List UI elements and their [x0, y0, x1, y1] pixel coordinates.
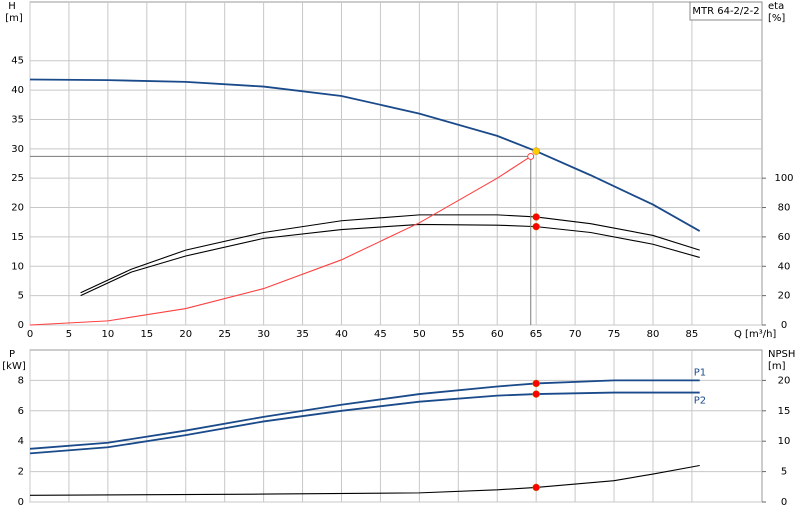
x-tick-label: 35: [296, 329, 309, 340]
y2-tick-label: 5: [781, 467, 787, 478]
x-tick-label: 0: [27, 329, 33, 340]
y-tick-label: 20: [11, 203, 24, 214]
y-axis-label: P: [9, 349, 15, 360]
operating-point: [532, 213, 540, 221]
x-tick-label: 5: [66, 329, 72, 340]
series-label: P1: [694, 367, 706, 378]
y2-tick-label: 20: [778, 291, 791, 302]
y-tick-label: 10: [11, 261, 24, 272]
y-axis-unit: [m]: [5, 13, 23, 24]
y2-tick-label: 15: [778, 406, 791, 417]
x-axis-label: Q [m³/h]: [734, 329, 776, 340]
x-tick-label: 25: [218, 329, 231, 340]
y-tick-label: 40: [11, 85, 24, 96]
series-line: [29, 78, 701, 232]
y-tick-label: 2: [18, 467, 24, 478]
y-tick-label: 6: [18, 406, 24, 417]
y-tick-label: 30: [11, 144, 24, 155]
operating-point: [532, 379, 540, 388]
operating-point: [532, 483, 540, 492]
y2-axis-label: eta: [768, 1, 784, 12]
y-axis-label: H: [8, 1, 16, 12]
y-tick-label: 25: [11, 173, 24, 184]
series-line: [29, 464, 700, 496]
x-tick-label: 50: [413, 329, 426, 340]
plot-frame: [29, 349, 763, 503]
x-tick-label: 60: [491, 329, 504, 340]
operating-point: [527, 152, 535, 160]
operating-point: [532, 147, 540, 155]
y-axis-unit: [kW]: [2, 361, 26, 372]
series-line: [80, 214, 700, 294]
title-box: [689, 1, 763, 21]
x-tick-label: 45: [374, 329, 387, 340]
y2-axis-unit: [m]: [768, 361, 786, 372]
y2-tick-label: 40: [778, 261, 791, 272]
chart-title: MTR 64-2/2-2: [692, 6, 759, 17]
series-line: [30, 155, 532, 325]
y2-tick-label: 80: [778, 203, 791, 214]
y-tick-label: 35: [11, 114, 24, 125]
operating-point: [532, 390, 540, 398]
y-tick-label: 15: [11, 232, 24, 243]
x-tick-label: 55: [452, 329, 465, 340]
y2-tick-label: 10: [778, 436, 791, 447]
x-tick-label: 15: [140, 329, 153, 340]
y-tick-label: 4: [18, 436, 24, 447]
x-tick-label: 65: [530, 329, 543, 340]
x-tick-label: 20: [179, 329, 192, 340]
y-tick-label: 45: [11, 56, 24, 67]
x-tick-label: 70: [569, 329, 582, 340]
y2-tick-label: 60: [778, 232, 791, 243]
x-tick-label: 80: [647, 329, 660, 340]
x-tick-label: 75: [608, 329, 621, 340]
x-tick-label: 30: [257, 329, 270, 340]
y-tick-label: 5: [18, 291, 24, 302]
y-tick-label: 0: [18, 320, 24, 331]
plot-frame: [29, 1, 763, 326]
x-tick-label: 10: [102, 329, 115, 340]
y-tick-label: 0: [18, 497, 24, 508]
y2-tick-label: 0: [781, 497, 787, 508]
series-line: [29, 379, 700, 450]
x-tick-label: 85: [686, 329, 699, 340]
series-label: P2: [694, 396, 706, 407]
y2-tick-label: 100: [774, 173, 793, 184]
operating-point: [532, 222, 540, 231]
y2-axis-unit: [%]: [768, 13, 785, 24]
y2-tick-label: 20: [778, 375, 791, 386]
x-tick-label: 40: [335, 329, 348, 340]
series-line: [80, 223, 700, 297]
y-tick-label: 8: [18, 375, 24, 386]
y2-tick-label: 0: [781, 320, 787, 331]
series-line: [29, 155, 532, 326]
y2-axis-label: NPSH: [768, 349, 795, 360]
series-line: [29, 391, 700, 455]
